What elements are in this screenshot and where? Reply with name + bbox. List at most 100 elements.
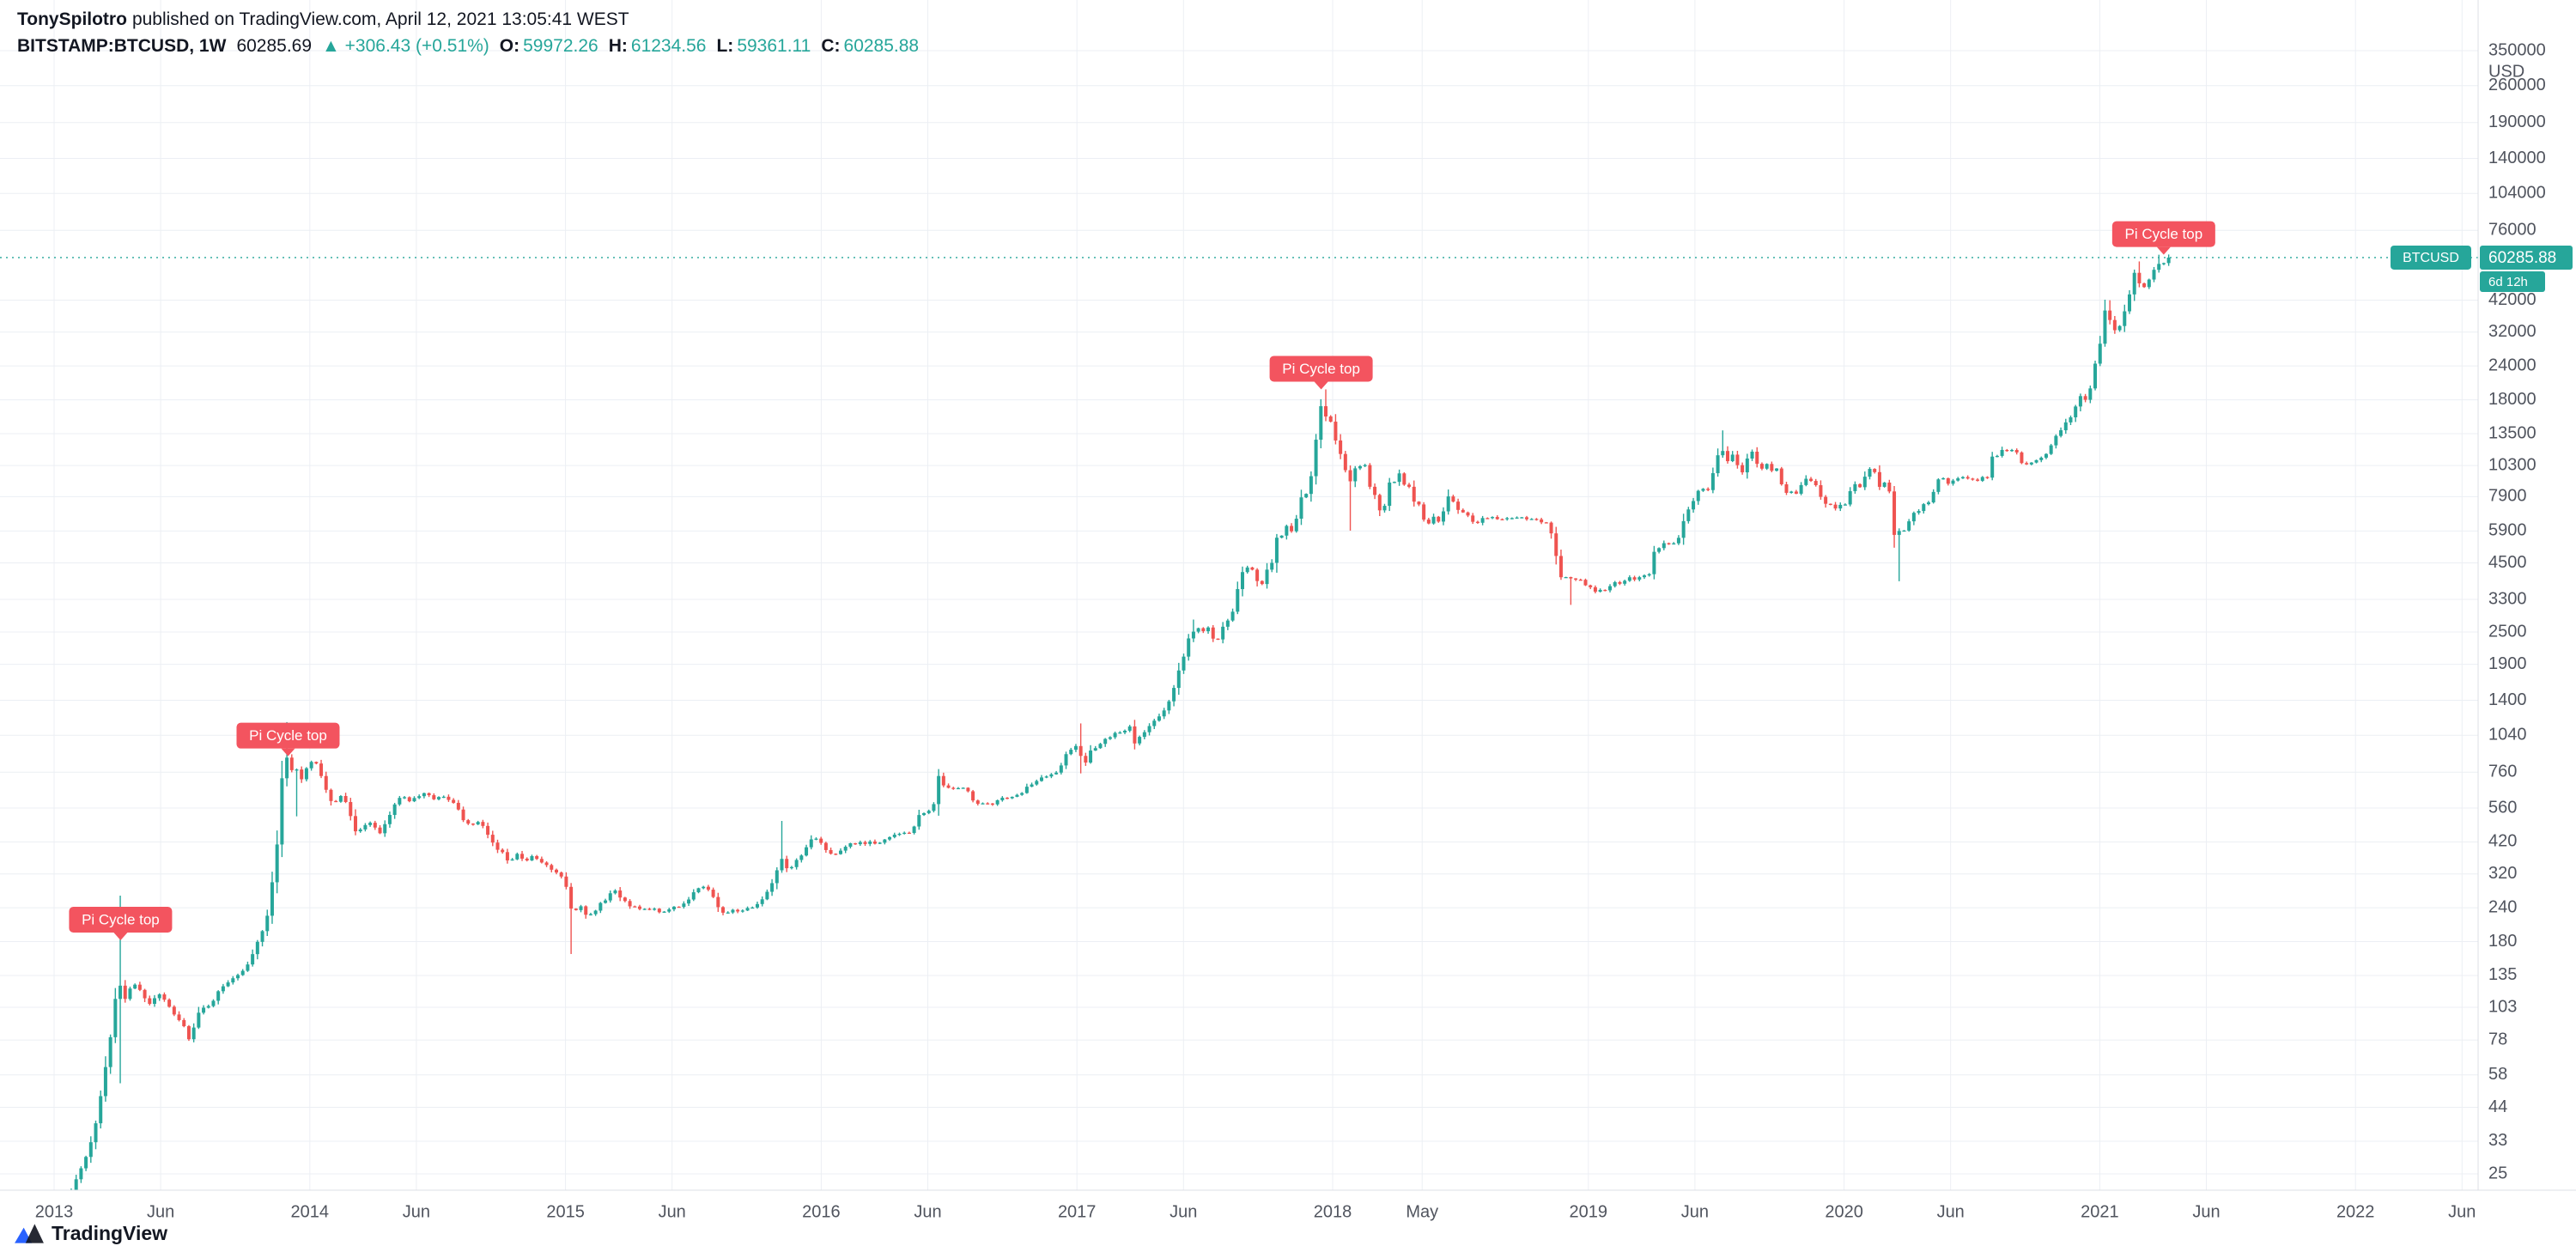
price-tick-label: 180 — [2488, 932, 2517, 951]
candle-body — [1882, 482, 1886, 487]
symbol-title[interactable]: BITSTAMP:BTCUSD, 1W — [17, 36, 227, 56]
candle-body — [574, 909, 578, 910]
candles[interactable] — [55, 254, 2171, 1237]
candle-body — [1466, 512, 1470, 516]
pi-cycle-top-annotation[interactable]: Pi Cycle top — [2111, 221, 2215, 255]
candle-body — [251, 954, 255, 965]
candle-body — [2049, 445, 2053, 454]
candle-body — [417, 796, 422, 799]
candle-body — [579, 906, 583, 910]
candle-body — [1377, 495, 1382, 511]
candle-body — [197, 1012, 201, 1028]
candle-body — [2152, 270, 2156, 280]
candle-body — [2029, 462, 2033, 465]
candle-body — [941, 775, 945, 786]
candle-body — [823, 842, 828, 850]
candle-body — [1770, 464, 1774, 471]
candle-body — [1167, 701, 1171, 711]
candle-body — [260, 931, 264, 942]
candle-body — [343, 795, 348, 802]
candle-body — [604, 900, 608, 903]
price-tick-label: 42000 — [2488, 290, 2537, 309]
time-tick-label: 2019 — [1570, 1202, 1608, 1221]
candle-body — [461, 809, 465, 821]
candle-body — [1995, 455, 1999, 458]
candle-body — [1662, 543, 1666, 549]
candle-body — [819, 838, 823, 843]
candle-body — [383, 824, 387, 834]
candle-body — [868, 842, 872, 844]
candle-body — [687, 899, 691, 904]
candle-body — [1402, 473, 1406, 485]
candle-body — [1157, 716, 1161, 721]
candle-body — [691, 892, 696, 900]
price-tick-label: 7900 — [2488, 487, 2527, 506]
candle-body — [88, 1142, 93, 1158]
candle-body — [1010, 796, 1014, 799]
candle-body — [216, 991, 221, 1001]
author-name[interactable]: TonySpilotro — [17, 9, 127, 29]
candle-body — [770, 883, 775, 892]
candle-body — [907, 832, 911, 835]
candle-body — [398, 798, 402, 805]
time-tick-label: 2017 — [1058, 1202, 1097, 1221]
candle-body — [1461, 509, 1465, 513]
candle-body — [1637, 577, 1642, 580]
candle-body — [539, 859, 544, 863]
candle-body — [1078, 745, 1083, 757]
candle-body — [1299, 497, 1303, 520]
candle-body — [1613, 581, 1617, 586]
candle-body — [1741, 465, 1745, 473]
time-axis[interactable] — [0, 1190, 2576, 1252]
brand-name[interactable]: TradingView — [52, 1221, 168, 1244]
candle-body — [334, 800, 338, 803]
candle-body — [559, 872, 563, 877]
candle-body — [265, 915, 270, 932]
candle-body — [2020, 452, 2024, 464]
candle-body — [1922, 504, 1926, 512]
candle-body — [1789, 491, 1794, 493]
candle-body — [2054, 435, 2058, 446]
candle-body — [569, 886, 574, 909]
candle-body — [447, 796, 451, 800]
price-axis[interactable] — [2478, 0, 2576, 1252]
pi-cycle-top-annotation[interactable]: Pi Cycle top — [69, 907, 173, 941]
candle-body — [1382, 506, 1387, 511]
candle-body — [1627, 577, 1631, 581]
price-tick-label: 420 — [2488, 832, 2517, 851]
candle-body — [1392, 482, 1396, 483]
candle-body — [1285, 526, 1289, 536]
candle-body — [2142, 283, 2147, 288]
symbol-flag-text: BTCUSD — [2403, 251, 2459, 265]
candle-body — [2157, 264, 2161, 270]
time-tick-label: Jun — [1681, 1202, 1709, 1221]
pi-cycle-top-annotation[interactable]: Pi Cycle top — [236, 722, 340, 757]
candle-body — [618, 890, 623, 898]
footer[interactable]: TradingView — [14, 1221, 167, 1245]
pi-cycle-top-annotation[interactable]: Pi Cycle top — [1269, 356, 1373, 390]
candle-body — [1598, 589, 1602, 593]
candle-body — [495, 842, 500, 850]
candle-body — [113, 999, 118, 1037]
annotation-box — [2111, 221, 2215, 247]
candle-body — [490, 835, 495, 843]
candle-body — [1897, 531, 1901, 535]
candle-body — [1446, 496, 1450, 512]
candle-body — [2108, 310, 2112, 320]
candle-body — [2010, 450, 2014, 452]
candle-body — [829, 849, 833, 854]
candle-body — [143, 989, 147, 999]
tradingview-logo[interactable] — [14, 1221, 45, 1245]
candle-body — [1775, 468, 1779, 471]
candle-body — [662, 911, 666, 913]
candle-body — [1794, 491, 1798, 494]
time-tick-label: Jun — [147, 1202, 174, 1221]
candle-body — [897, 833, 902, 836]
candle-body — [848, 843, 853, 848]
candle-body — [1093, 748, 1097, 751]
candle-body — [1951, 480, 1955, 484]
candle-body — [990, 803, 994, 805]
candle-body — [1118, 732, 1122, 734]
candle-body — [1431, 516, 1436, 524]
